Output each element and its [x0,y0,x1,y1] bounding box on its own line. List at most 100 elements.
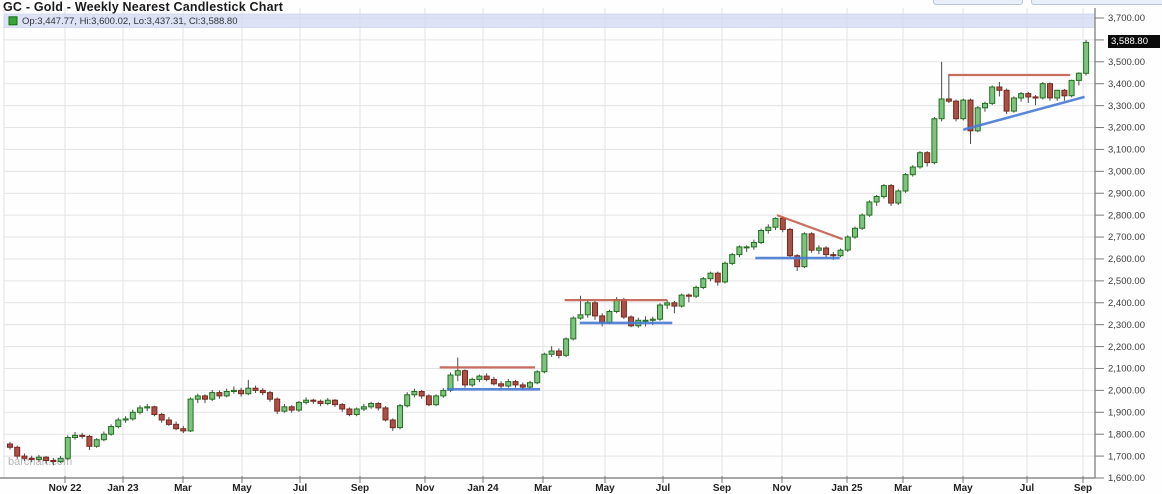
candle[interactable] [281,406,288,412]
candle[interactable] [79,434,86,437]
candle[interactable] [1039,83,1046,99]
candle[interactable] [252,387,259,391]
candle[interactable] [295,401,302,411]
candle[interactable] [570,317,577,340]
candle[interactable] [924,152,931,164]
candle[interactable] [534,371,541,384]
candle[interactable] [772,217,779,228]
candle[interactable] [324,399,331,405]
cropped-toolbar-button-left[interactable] [933,0,1023,5]
candle[interactable] [787,228,793,257]
candle[interactable] [938,98,945,120]
candle[interactable] [1075,72,1082,81]
candle[interactable] [765,226,772,231]
candle[interactable] [490,378,497,385]
trendline-resistance[interactable] [776,214,844,241]
candle[interactable] [115,419,122,428]
candle[interactable] [722,262,728,283]
candle[interactable] [397,405,403,429]
candle[interactable] [173,423,180,430]
candle[interactable] [866,201,873,216]
candle[interactable] [389,419,396,429]
candle[interactable] [50,460,57,463]
candle[interactable] [707,272,714,280]
candle[interactable] [93,439,100,447]
candle[interactable] [57,457,64,463]
candle[interactable] [137,407,143,413]
candle[interactable] [852,227,858,238]
candle[interactable] [519,384,526,388]
candle[interactable] [779,217,786,230]
candle[interactable] [209,392,216,400]
candle[interactable] [353,408,360,415]
candle[interactable] [216,392,223,397]
candle[interactable] [917,152,923,168]
candle[interactable] [685,294,692,297]
candle[interactable] [158,414,165,421]
candle[interactable] [909,166,916,176]
candle[interactable] [86,435,93,447]
candle[interactable] [368,403,375,408]
candle[interactable] [815,247,822,251]
candle[interactable] [28,457,35,460]
candle[interactable] [642,319,649,322]
candle[interactable] [563,338,570,356]
candle[interactable] [700,278,707,289]
candle[interactable] [1018,93,1025,99]
candle[interactable] [43,456,50,462]
candle[interactable] [895,190,902,204]
candle[interactable] [736,246,743,256]
candle[interactable] [750,242,757,248]
candle[interactable] [476,375,483,380]
candle[interactable] [151,406,158,415]
candle[interactable] [844,236,851,251]
candle[interactable] [1054,89,1061,99]
candle[interactable] [729,254,736,264]
candle[interactable] [714,272,721,283]
candle[interactable] [960,99,967,120]
candle[interactable] [830,254,837,257]
candle[interactable] [230,389,237,392]
candle[interactable] [823,247,830,256]
candle[interactable] [989,86,996,104]
candle[interactable] [649,318,656,321]
candle[interactable] [1068,79,1075,97]
candle[interactable] [974,107,981,132]
candle[interactable] [837,249,844,257]
candle[interactable] [584,302,591,316]
candle[interactable] [332,399,338,406]
candle[interactable] [187,398,194,432]
candle[interactable] [425,395,432,406]
candle[interactable] [100,433,107,441]
candle[interactable] [498,383,505,387]
candle[interactable] [1025,93,1032,98]
candle[interactable] [274,398,281,412]
candle[interactable] [859,214,866,229]
candle[interactable] [165,419,172,425]
candle[interactable] [1010,97,1017,112]
candle[interactable] [873,196,880,203]
candle[interactable] [945,98,952,102]
candle[interactable] [808,233,815,251]
candle[interactable] [144,406,151,409]
candle[interactable] [14,446,21,457]
candle[interactable] [902,174,909,192]
candle[interactable] [801,233,808,268]
candle[interactable] [888,185,895,204]
candle[interactable] [880,185,887,198]
cropped-toolbar-button-right[interactable] [1031,0,1162,5]
candle[interactable] [794,255,801,268]
candle[interactable] [982,102,988,109]
candle[interactable] [996,86,1003,91]
candle[interactable] [671,302,678,307]
candle[interactable] [404,394,411,407]
candle[interactable] [418,391,425,397]
trendline-support[interactable] [962,95,1085,131]
candle[interactable] [555,350,562,356]
candle[interactable] [657,304,663,320]
candle[interactable] [693,286,700,297]
candle[interactable] [462,370,468,386]
candle[interactable] [967,99,974,132]
candle[interactable] [7,443,13,448]
candle[interactable] [1032,96,1039,99]
